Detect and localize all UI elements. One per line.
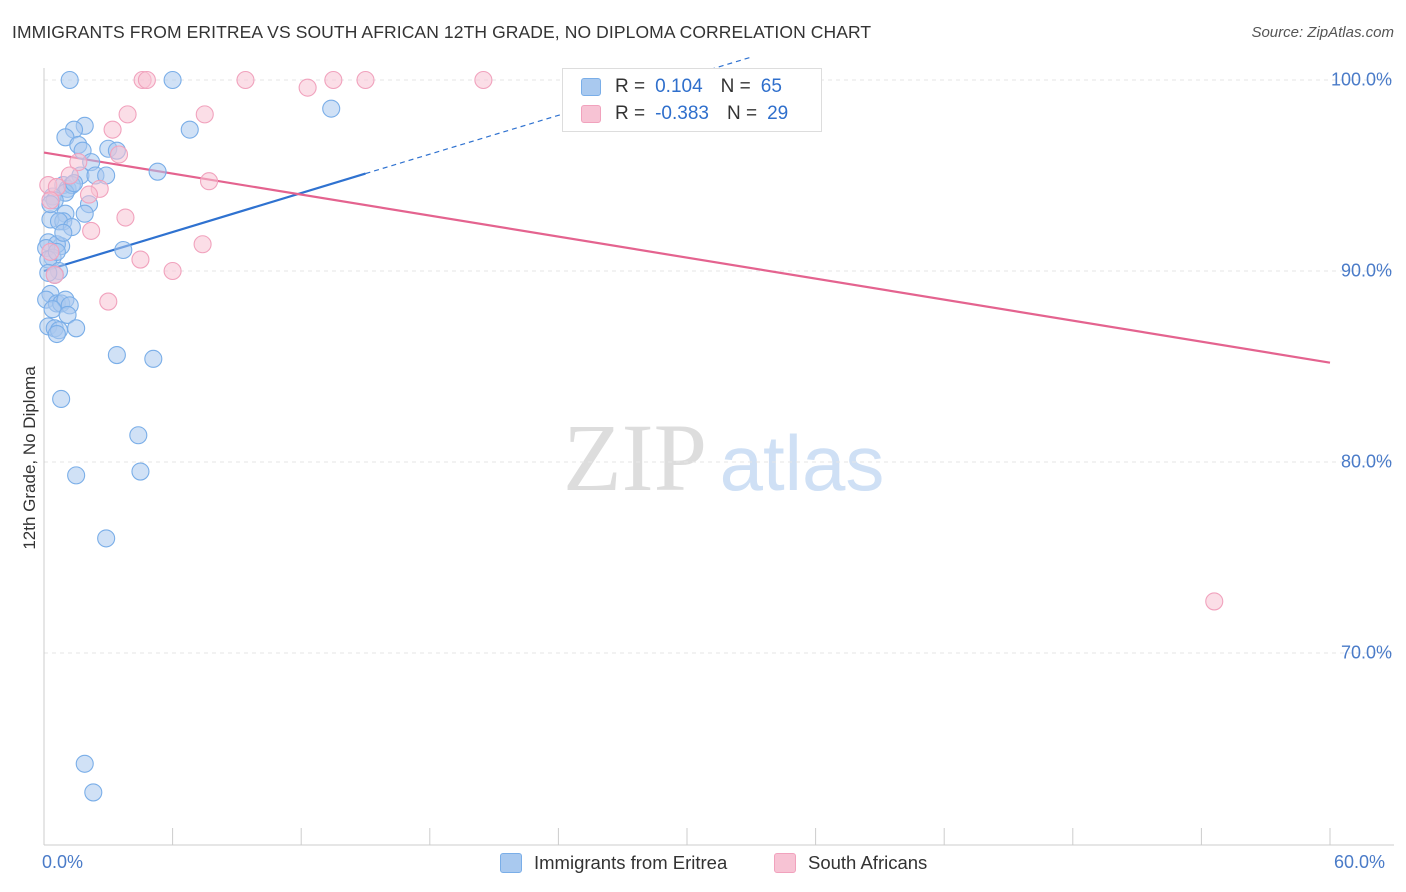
trend-line-0 bbox=[43, 172, 366, 273]
y-tick-label-1: 90.0% bbox=[1340, 260, 1392, 281]
point-0-15 bbox=[148, 162, 167, 181]
series-legend-label: Immigrants from Eritrea bbox=[534, 852, 728, 873]
legend-n-label: N = bbox=[726, 103, 758, 124]
chart-title: IMMIGRANTS FROM ERITREA VS SOUTH AFRICAN… bbox=[12, 22, 872, 42]
point-0-44 bbox=[43, 300, 62, 319]
point-0-53 bbox=[52, 389, 71, 409]
point-1-10 bbox=[103, 120, 122, 139]
x-tick-label-max: 60.0% bbox=[1334, 852, 1386, 872]
point-1-19 bbox=[41, 191, 60, 210]
point-1-11 bbox=[109, 145, 129, 164]
point-1-25 bbox=[163, 261, 182, 281]
point-1-20 bbox=[116, 208, 135, 227]
legend-n-value: 65 bbox=[760, 76, 782, 97]
point-0-5 bbox=[180, 120, 199, 139]
point-1-22 bbox=[193, 235, 212, 254]
watermark-zip: ZIP bbox=[563, 404, 707, 511]
point-0-51 bbox=[107, 345, 126, 365]
point-0-56 bbox=[131, 462, 150, 481]
series-legend-south-africans[interactable]: South Africans bbox=[774, 852, 927, 874]
point-1-5 bbox=[356, 70, 375, 90]
chart-source: Source: ZipAtlas.com bbox=[1251, 24, 1394, 41]
legend-swatch-south-africans bbox=[581, 105, 601, 123]
point-1-4 bbox=[324, 70, 343, 90]
legend-row-eritrea: R = 0.104 N = 65 bbox=[581, 75, 782, 99]
series-legend-label: South Africans bbox=[808, 852, 928, 873]
watermark-atlas: atlas bbox=[720, 419, 885, 507]
y-tick-label-0: 100.0% bbox=[1330, 69, 1392, 90]
series-swatch-eritrea bbox=[500, 853, 522, 873]
point-1-28 bbox=[1205, 592, 1224, 611]
series-legend: Immigrants from Eritrea South Africans bbox=[0, 852, 1406, 876]
legend-n-label: N = bbox=[720, 76, 751, 97]
point-1-3 bbox=[298, 78, 317, 97]
correlation-legend: R = 0.104 N = 65 R = -0.383 N = 29 bbox=[562, 68, 822, 132]
legend-r-label: R = bbox=[615, 76, 646, 97]
point-1-1 bbox=[137, 70, 156, 90]
point-1-9 bbox=[195, 105, 214, 124]
point-1-27 bbox=[45, 265, 64, 284]
point-1-14 bbox=[199, 172, 219, 191]
point-0-1 bbox=[163, 70, 182, 90]
legend-n-value: 29 bbox=[767, 103, 789, 124]
legend-row-south-africans: R = -0.383 N = 29 bbox=[581, 102, 788, 126]
point-1-12 bbox=[69, 153, 88, 172]
point-1-18 bbox=[79, 185, 99, 204]
y-tick-label-2: 80.0% bbox=[1340, 451, 1392, 472]
trend-line-1 bbox=[43, 151, 1331, 364]
point-0-24 bbox=[75, 204, 94, 223]
point-0-50 bbox=[47, 324, 66, 344]
point-0-49 bbox=[67, 319, 86, 338]
point-1-24 bbox=[131, 250, 150, 269]
point-1-2 bbox=[236, 70, 255, 90]
point-0-2 bbox=[322, 99, 341, 118]
point-0-52 bbox=[144, 349, 163, 368]
point-0-55 bbox=[67, 466, 86, 485]
y-tick-label-3: 70.0% bbox=[1340, 642, 1392, 663]
series-legend-eritrea[interactable]: Immigrants from Eritrea bbox=[500, 852, 727, 874]
point-1-26 bbox=[99, 292, 118, 311]
point-1-21 bbox=[82, 221, 101, 240]
point-0-59 bbox=[84, 783, 103, 802]
point-0-45 bbox=[58, 305, 77, 324]
legend-r-value: 0.104 bbox=[655, 76, 703, 97]
point-1-8 bbox=[118, 105, 137, 124]
point-0-33 bbox=[114, 240, 133, 260]
point-1-23 bbox=[41, 242, 60, 261]
point-0-0 bbox=[60, 70, 79, 90]
point-0-54 bbox=[129, 426, 148, 445]
point-0-57 bbox=[97, 529, 116, 548]
point-1-6 bbox=[474, 70, 493, 90]
legend-r-value: -0.383 bbox=[655, 103, 709, 124]
legend-r-label: R = bbox=[615, 103, 646, 124]
series-swatch-south-africans bbox=[774, 853, 796, 873]
point-0-58 bbox=[75, 754, 94, 773]
x-tick-label-min: 0.0% bbox=[42, 852, 84, 872]
legend-swatch-eritrea bbox=[581, 78, 601, 96]
point-0-61 bbox=[54, 223, 73, 242]
point-1-13 bbox=[60, 166, 79, 185]
